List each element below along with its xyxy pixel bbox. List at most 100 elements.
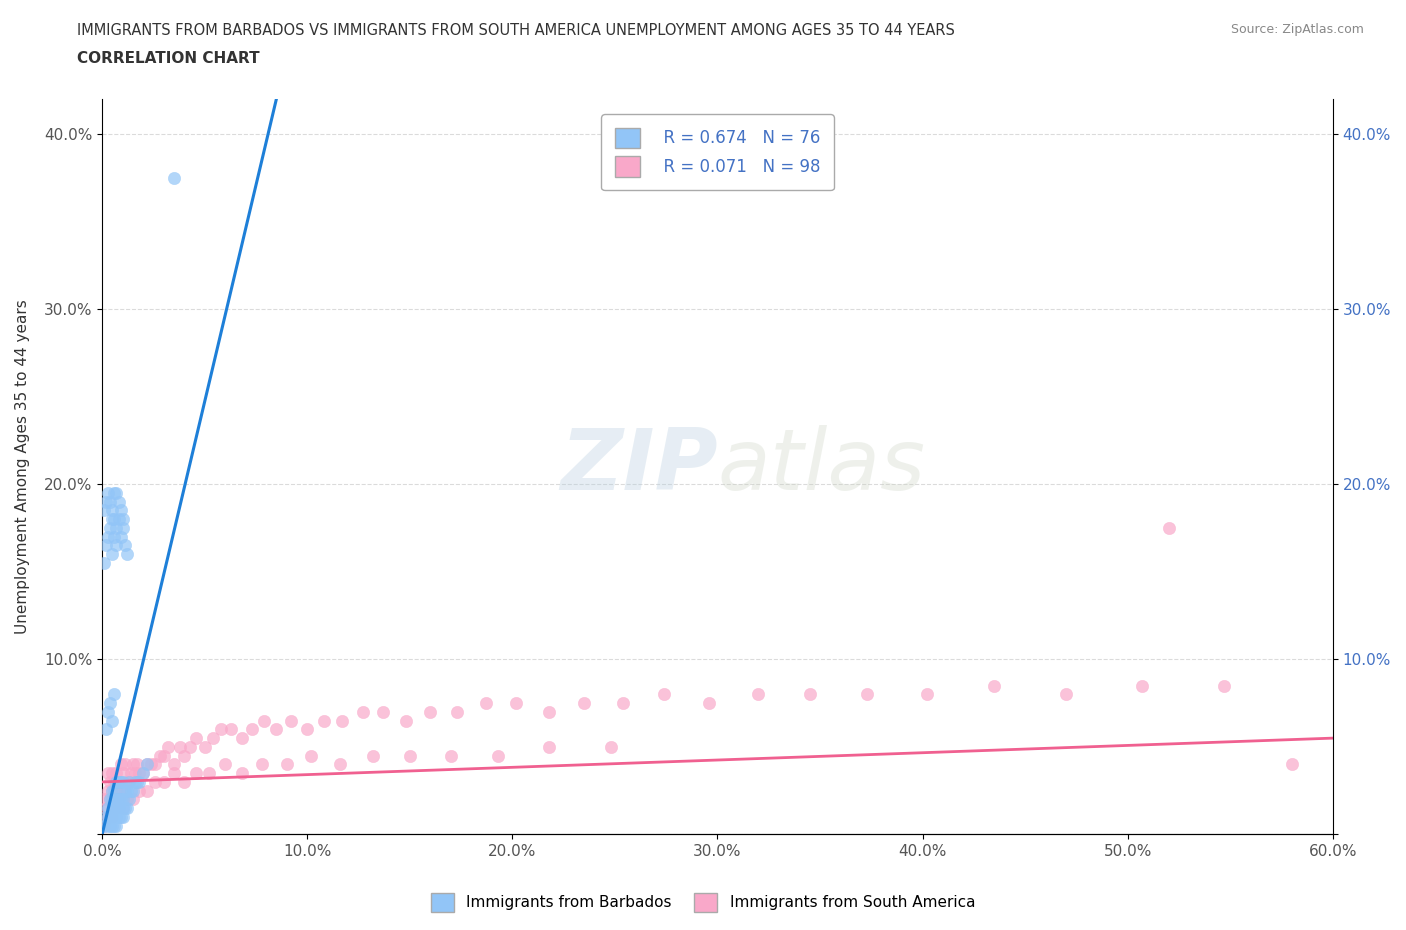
Point bbox=[101, 783, 124, 798]
Point bbox=[419, 704, 441, 719]
Point bbox=[136, 757, 159, 772]
Point bbox=[103, 529, 125, 544]
Point bbox=[120, 765, 142, 780]
Point bbox=[697, 696, 720, 711]
Point bbox=[98, 775, 121, 790]
Point bbox=[103, 801, 125, 816]
Point bbox=[101, 512, 124, 526]
Point bbox=[97, 809, 120, 824]
Point bbox=[111, 801, 134, 816]
Point bbox=[125, 775, 148, 790]
Point bbox=[105, 775, 128, 790]
Point bbox=[107, 512, 129, 526]
Point bbox=[156, 739, 179, 754]
Point bbox=[105, 809, 128, 824]
Point bbox=[111, 775, 134, 790]
Point bbox=[163, 765, 186, 780]
Point bbox=[105, 485, 128, 500]
Point bbox=[128, 775, 150, 790]
Point bbox=[152, 749, 174, 764]
Point bbox=[107, 809, 129, 824]
Point bbox=[652, 687, 675, 702]
Point bbox=[105, 521, 128, 536]
Point bbox=[103, 512, 125, 526]
Point bbox=[194, 739, 217, 754]
Point bbox=[96, 538, 118, 552]
Point bbox=[122, 792, 145, 807]
Point bbox=[915, 687, 938, 702]
Point bbox=[96, 722, 118, 737]
Point bbox=[97, 529, 120, 544]
Point bbox=[97, 485, 120, 500]
Point bbox=[1157, 521, 1180, 536]
Point bbox=[111, 512, 134, 526]
Point bbox=[105, 801, 128, 816]
Point bbox=[111, 792, 134, 807]
Point bbox=[132, 765, 155, 780]
Point bbox=[101, 818, 124, 833]
Point bbox=[98, 494, 121, 509]
Point bbox=[105, 801, 128, 816]
Point bbox=[276, 757, 298, 772]
Legend:   R = 0.674   N = 76,   R = 0.071   N = 98: R = 0.674 N = 76, R = 0.071 N = 98 bbox=[602, 114, 834, 190]
Point bbox=[103, 818, 125, 833]
Point bbox=[115, 547, 138, 562]
Point bbox=[197, 765, 219, 780]
Point bbox=[120, 783, 142, 798]
Point bbox=[93, 555, 115, 570]
Point bbox=[103, 687, 125, 702]
Point bbox=[209, 722, 232, 737]
Point bbox=[799, 687, 821, 702]
Point bbox=[599, 739, 621, 754]
Point bbox=[169, 739, 191, 754]
Point bbox=[103, 809, 125, 824]
Point bbox=[103, 775, 125, 790]
Point bbox=[111, 792, 134, 807]
Point bbox=[101, 503, 124, 518]
Point bbox=[148, 749, 170, 764]
Point bbox=[115, 801, 138, 816]
Point bbox=[110, 792, 132, 807]
Point bbox=[330, 713, 353, 728]
Text: atlas: atlas bbox=[717, 425, 925, 508]
Point bbox=[856, 687, 879, 702]
Point bbox=[101, 809, 124, 824]
Point bbox=[98, 809, 121, 824]
Point bbox=[105, 538, 128, 552]
Point bbox=[173, 749, 195, 764]
Point bbox=[107, 801, 129, 816]
Point bbox=[186, 765, 208, 780]
Text: Source: ZipAtlas.com: Source: ZipAtlas.com bbox=[1230, 23, 1364, 36]
Point bbox=[97, 801, 120, 816]
Point bbox=[110, 783, 132, 798]
Point bbox=[125, 757, 148, 772]
Point bbox=[299, 749, 322, 764]
Point bbox=[93, 818, 115, 833]
Point bbox=[128, 765, 150, 780]
Point bbox=[107, 792, 129, 807]
Point bbox=[97, 783, 120, 798]
Point bbox=[136, 783, 159, 798]
Point bbox=[253, 713, 276, 728]
Text: IMMIGRANTS FROM BARBADOS VS IMMIGRANTS FROM SOUTH AMERICA UNEMPLOYMENT AMONG AGE: IMMIGRANTS FROM BARBADOS VS IMMIGRANTS F… bbox=[77, 23, 955, 38]
Point bbox=[107, 775, 129, 790]
Point bbox=[231, 731, 253, 746]
Point bbox=[124, 775, 146, 790]
Point bbox=[612, 696, 634, 711]
Point bbox=[122, 757, 145, 772]
Point bbox=[103, 792, 125, 807]
Point bbox=[240, 722, 263, 737]
Point bbox=[101, 713, 124, 728]
Point bbox=[361, 749, 384, 764]
Point bbox=[97, 704, 120, 719]
Point bbox=[280, 713, 302, 728]
Point bbox=[93, 792, 115, 807]
Text: ZIP: ZIP bbox=[560, 425, 717, 508]
Point bbox=[201, 731, 224, 746]
Point bbox=[111, 801, 134, 816]
Point bbox=[105, 818, 128, 833]
Point bbox=[538, 739, 561, 754]
Point bbox=[111, 521, 134, 536]
Point bbox=[111, 765, 134, 780]
Point bbox=[101, 801, 124, 816]
